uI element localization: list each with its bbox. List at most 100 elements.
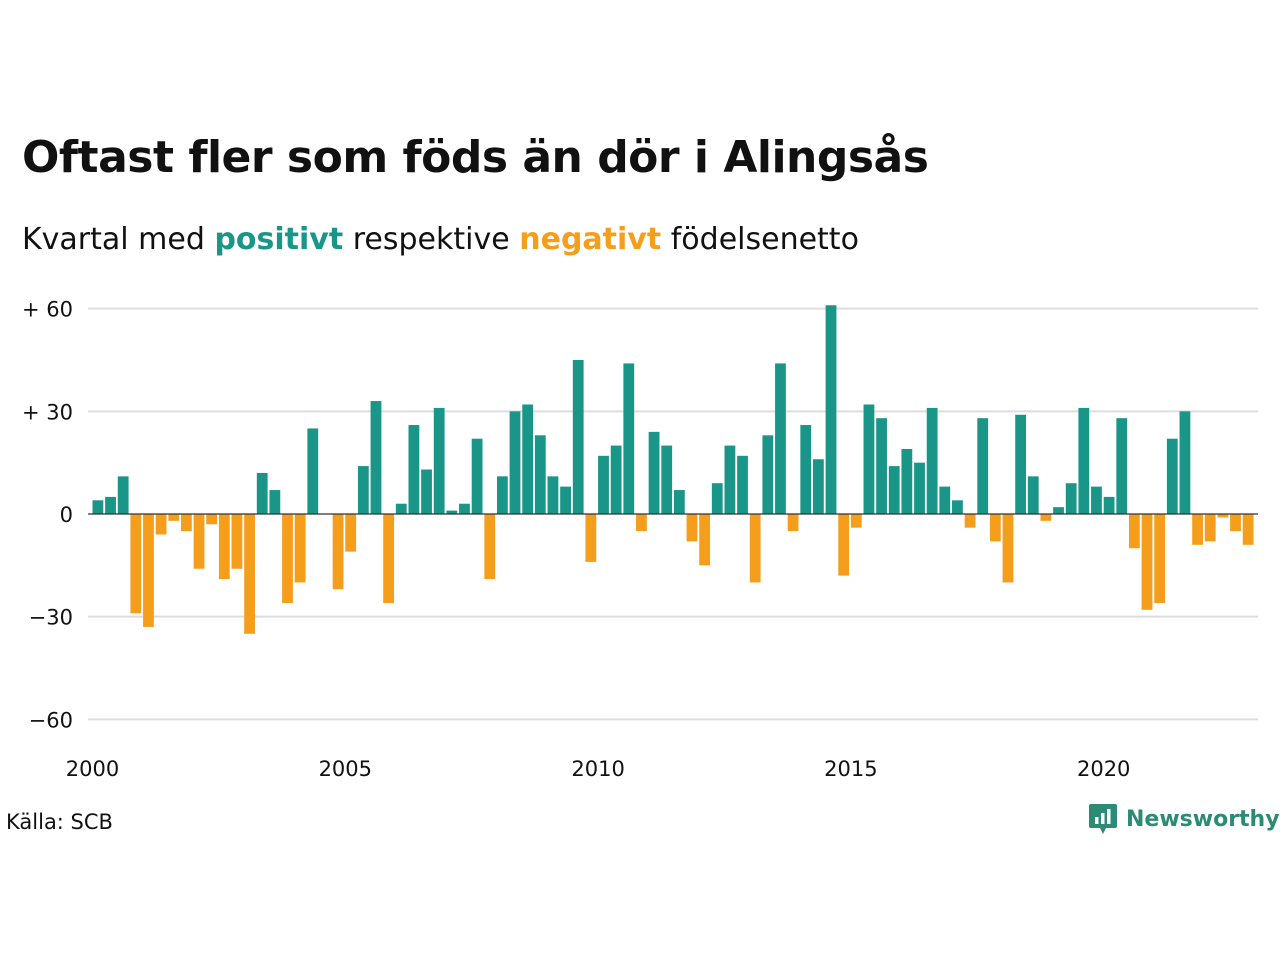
- bar: [1078, 407, 1090, 514]
- y-tick-label: −30: [29, 606, 73, 630]
- bar: [888, 466, 900, 514]
- bar: [901, 448, 913, 514]
- newsworthy-logo-icon: [1089, 804, 1117, 834]
- bar: [155, 514, 167, 535]
- bar: [787, 514, 799, 532]
- subtitle-suffix: födelsenetto: [670, 222, 859, 257]
- bar: [370, 401, 382, 514]
- bar: [1204, 514, 1216, 542]
- source-note: Källa: SCB: [6, 810, 113, 834]
- bar: [863, 404, 875, 514]
- bar: [1053, 507, 1064, 514]
- bar: [395, 503, 407, 514]
- bar: [1217, 514, 1229, 518]
- bar: [939, 486, 951, 514]
- bar: [762, 435, 774, 514]
- bar: [357, 466, 369, 514]
- bar: [484, 514, 496, 580]
- bar: [206, 514, 218, 525]
- subtitle-prefix: Kvartal med: [22, 222, 205, 257]
- bar: [749, 514, 761, 583]
- bar: [1192, 514, 1203, 545]
- bar: [598, 455, 609, 514]
- bar: [648, 431, 660, 514]
- y-tick-label: −60: [29, 708, 73, 732]
- bar: [800, 425, 812, 514]
- bar: [775, 363, 786, 514]
- bar: [1015, 414, 1027, 514]
- bar: [926, 407, 938, 514]
- bar: [168, 514, 180, 521]
- bar: [977, 418, 989, 514]
- bar: [143, 514, 154, 627]
- bar: [673, 490, 685, 514]
- chart-subtitle: Kvartal med positivt respektive negativt…: [22, 222, 859, 257]
- y-tick-label: + 30: [22, 400, 73, 424]
- bar: [92, 500, 104, 514]
- bar: [1179, 411, 1191, 514]
- bar: [522, 404, 534, 514]
- bar: [282, 514, 293, 603]
- bars: [92, 305, 1254, 634]
- bar: [345, 514, 357, 552]
- bar: [471, 438, 483, 514]
- bar: [218, 514, 230, 580]
- axes: + 60 + 30 0 −30 −60 2000 2005 2010 2015 2020: [22, 298, 1258, 781]
- bar: [661, 445, 673, 514]
- subtitle-positive-word: positivt: [214, 222, 344, 257]
- bar: [1091, 486, 1102, 514]
- bar: [496, 476, 508, 514]
- newsworthy-brand: Newsworthy: [1088, 802, 1280, 836]
- bar: [1027, 476, 1039, 514]
- bar: [876, 418, 887, 514]
- bar: [459, 503, 470, 514]
- bar: [332, 514, 344, 590]
- bar: [952, 500, 963, 514]
- bar: [193, 514, 205, 569]
- bar: [686, 514, 698, 542]
- bar: [1154, 514, 1166, 603]
- x-tick-label: 2020: [1077, 757, 1130, 781]
- bar: [699, 514, 711, 566]
- x-tick-label: 2010: [571, 757, 624, 781]
- gridlines: [88, 307, 1258, 721]
- bar: [117, 476, 129, 514]
- bar: [825, 305, 837, 514]
- bar: [636, 514, 647, 532]
- bar: [572, 359, 584, 514]
- bar: [1230, 514, 1241, 532]
- bar: [1002, 514, 1014, 583]
- bar: [1128, 514, 1140, 549]
- bar: [989, 514, 1001, 542]
- bar: [711, 483, 723, 514]
- chart-title: Oftast fler som föds än dör i Alingsås: [22, 132, 929, 183]
- brand-name: Newsworthy: [1126, 806, 1280, 832]
- x-tick-label: 2015: [824, 757, 877, 781]
- bar: [105, 496, 116, 514]
- bar: [433, 407, 445, 514]
- x-tick-label: 2000: [66, 757, 119, 781]
- bar: [408, 425, 420, 514]
- bar: [269, 490, 281, 514]
- bar: [244, 514, 255, 634]
- bar: [130, 514, 142, 614]
- bar: [231, 514, 243, 569]
- bar: [1141, 514, 1153, 610]
- bar: [294, 514, 306, 583]
- subtitle-negative-word: negativt: [519, 222, 662, 257]
- bar: [1040, 514, 1052, 521]
- bar: [547, 476, 559, 514]
- bar: [610, 445, 622, 514]
- bar: [509, 411, 521, 514]
- bar: [964, 514, 976, 528]
- bar: [724, 445, 736, 514]
- bar: [623, 363, 635, 514]
- y-tick-label: 0: [60, 503, 73, 527]
- bar: [1103, 496, 1115, 514]
- bar: [307, 428, 319, 514]
- bar: [534, 435, 546, 514]
- bar: [838, 514, 850, 576]
- bar: [180, 514, 192, 532]
- bar: [560, 486, 571, 514]
